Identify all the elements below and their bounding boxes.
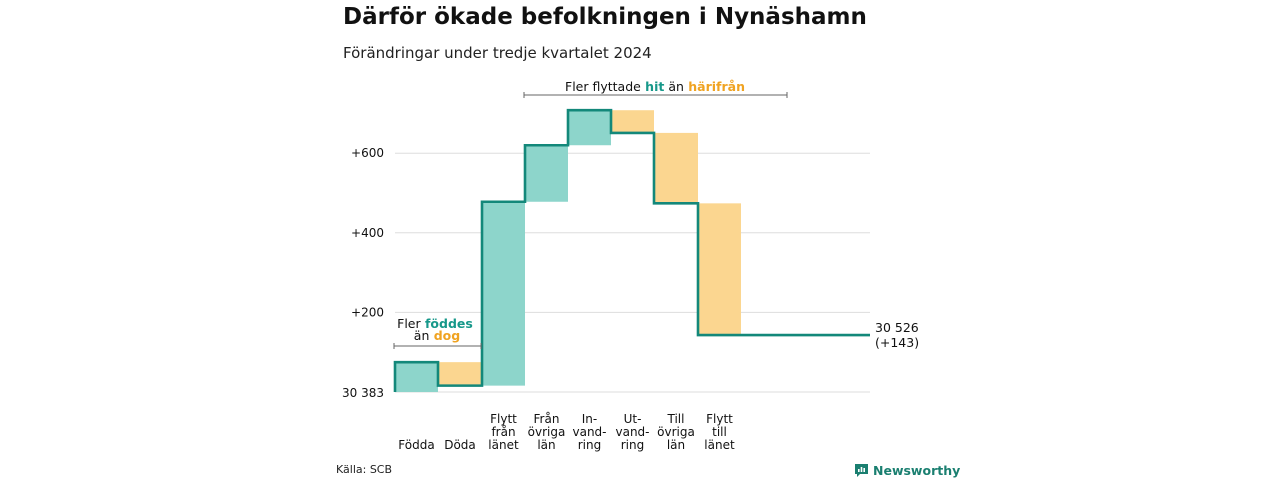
end-value-label: 30 526 (875, 320, 919, 335)
category-label: Till (667, 412, 685, 426)
bar-increase (525, 145, 568, 202)
y-tick-label: +600 (351, 146, 384, 160)
cumulative-step-line (393, 108, 870, 392)
newsworthy-brand-name: Newsworthy (873, 462, 961, 478)
category-label: länet (704, 438, 735, 452)
bar-decrease (438, 362, 482, 386)
category-label: Flytt (706, 412, 733, 426)
bar-increase (568, 110, 611, 146)
bar-decrease (698, 203, 741, 336)
y-tick-label: +400 (351, 226, 384, 240)
category-label: In- (582, 412, 597, 426)
chart-title: Därför ökade befolkningen i Nynäshamn (343, 4, 867, 30)
y-tick-label: +200 (351, 305, 384, 319)
bar-decrease (611, 110, 654, 133)
annotation-birth-line1: Fler föddes (397, 316, 473, 331)
annotation-birth-line2: än dog (414, 328, 460, 343)
category-label: Födda (398, 438, 434, 452)
annotation-plain-text: än (664, 79, 684, 94)
category-label: Döda (444, 438, 476, 452)
end-change-label: (+143) (875, 335, 919, 350)
source-note: Källa: SCB (336, 463, 393, 476)
category-label: län (537, 438, 555, 452)
annotation-plain-text: Fler (397, 316, 421, 331)
bar-decrease (654, 132, 698, 204)
category-label: Flytt (490, 412, 517, 426)
annotation-teal-text: hit (641, 79, 665, 94)
category-label: till (712, 425, 727, 439)
category-label: vand- (572, 425, 606, 439)
chart-subtitle: Förändringar under tredje kvartalet 2024 (343, 44, 652, 62)
category-label: Ut- (624, 412, 642, 426)
newsworthy-logo-icon (855, 463, 868, 477)
annotation-teal-text: föddes (421, 316, 473, 331)
category-label: ring (578, 438, 602, 452)
category-label: länet (488, 438, 519, 452)
category-label: ring (621, 438, 645, 452)
bar-increase (395, 362, 438, 392)
category-label: från (491, 425, 515, 439)
annotation-migration-text: Fler flyttade hit än härifrån (565, 79, 745, 94)
annotation-orange-text: dog (429, 328, 460, 343)
annotation-plain-text: än (414, 328, 430, 343)
annotation-orange-text: härifrån (684, 79, 745, 94)
newsworthy-logo: Newsworthy (854, 461, 960, 479)
category-label: övriga (657, 425, 695, 439)
category-label: Från (534, 412, 560, 426)
category-label: län (667, 438, 685, 452)
annotation-plain-text: Fler flyttade (565, 79, 641, 94)
bar-increase (482, 201, 525, 386)
start-value-label: 30 383 (342, 386, 384, 400)
category-label: vand- (615, 425, 649, 439)
category-label: övriga (528, 425, 566, 439)
